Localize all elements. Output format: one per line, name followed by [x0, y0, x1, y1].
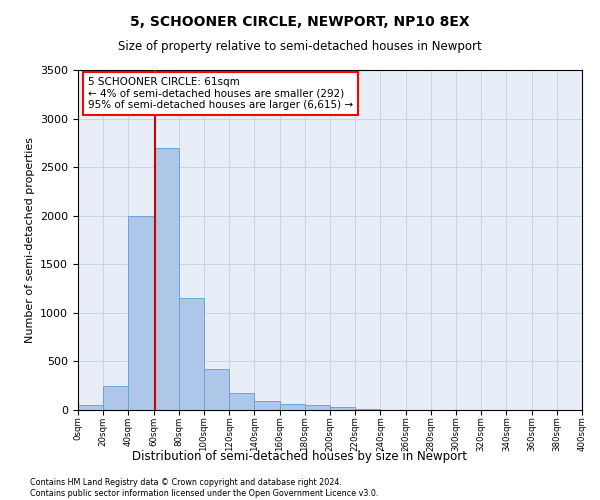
Bar — [128, 216, 154, 410]
Y-axis label: Number of semi-detached properties: Number of semi-detached properties — [25, 137, 35, 343]
Bar — [154, 148, 179, 410]
Text: 5, SCHOONER CIRCLE, NEWPORT, NP10 8EX: 5, SCHOONER CIRCLE, NEWPORT, NP10 8EX — [130, 15, 470, 29]
Text: Distribution of semi-detached houses by size in Newport: Distribution of semi-detached houses by … — [133, 450, 467, 463]
Bar — [355, 409, 380, 410]
Text: Contains HM Land Registry data © Crown copyright and database right 2024.
Contai: Contains HM Land Registry data © Crown c… — [30, 478, 379, 498]
Bar — [305, 404, 330, 410]
Bar — [330, 407, 355, 410]
Bar — [254, 402, 280, 410]
Bar — [204, 369, 229, 410]
Bar — [280, 404, 305, 410]
Bar — [78, 405, 103, 410]
Bar — [103, 386, 128, 410]
Bar — [179, 298, 204, 410]
Text: 5 SCHOONER CIRCLE: 61sqm
← 4% of semi-detached houses are smaller (292)
95% of s: 5 SCHOONER CIRCLE: 61sqm ← 4% of semi-de… — [88, 77, 353, 110]
Bar — [229, 394, 254, 410]
Text: Size of property relative to semi-detached houses in Newport: Size of property relative to semi-detach… — [118, 40, 482, 53]
